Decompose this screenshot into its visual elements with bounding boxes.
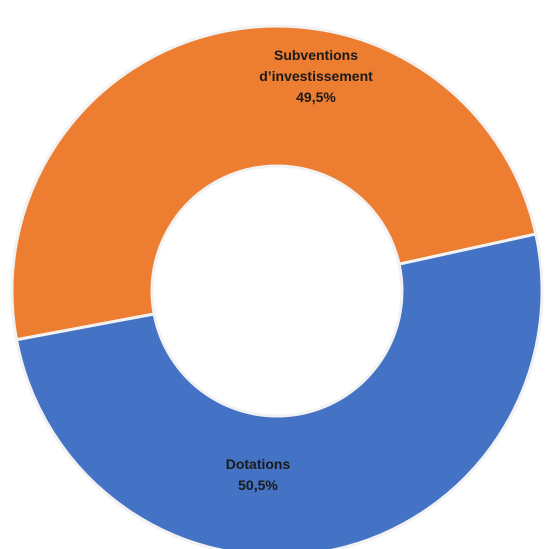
slice-name-line: Subventions	[274, 47, 358, 63]
donut-slices	[10, 24, 544, 549]
slice-labels: Subventions d’investissement 49,5% Dotation…	[226, 47, 373, 493]
slice-label-subventions-d-investissement: Subventions d’investissement 49,5%	[259, 47, 373, 105]
slice-label-dotations: Dotations 50,5%	[226, 456, 291, 493]
slice-value-label: 50,5%	[238, 477, 278, 493]
slice-name-line: d’investissement	[259, 68, 373, 84]
slice-subventions-d-investissement	[10, 24, 538, 342]
slice-name-line: Dotations	[226, 456, 291, 472]
slice-value-label: 49,5%	[296, 89, 336, 105]
slice-dotations	[14, 232, 544, 549]
